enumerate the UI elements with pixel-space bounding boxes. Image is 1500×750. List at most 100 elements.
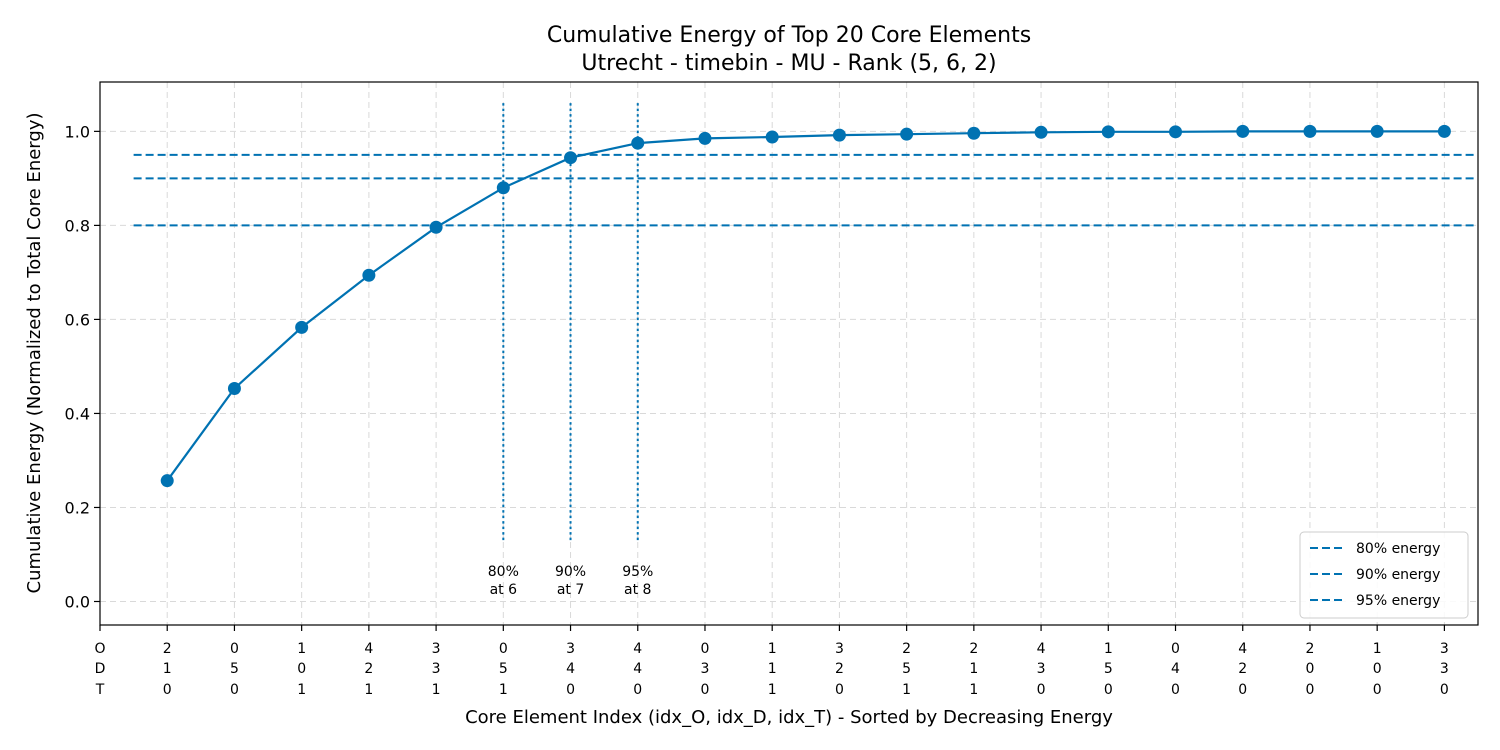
threshold-annotation-pct: 80% xyxy=(488,564,519,580)
data-point xyxy=(832,128,846,142)
threshold-markers: 80% at 6 90% at 7 95% at 8 xyxy=(488,103,653,598)
x-tick-label: 2 xyxy=(1238,661,1247,677)
x-tick-label: 2 xyxy=(902,641,911,657)
x-tick-label: 5 xyxy=(499,661,508,677)
x-tick-label: 1 xyxy=(163,661,172,677)
x-tick-label: 1 xyxy=(902,682,911,698)
x-tick-label: 0 xyxy=(1373,661,1382,677)
data-point xyxy=(1169,125,1183,139)
x-tick-label: 0 xyxy=(230,641,239,657)
data-point xyxy=(362,268,376,282)
x-axis-key-label: D xyxy=(95,661,106,677)
x-tick-label: 1 xyxy=(364,682,373,698)
data-point xyxy=(967,126,981,140)
x-tick-label: 0 xyxy=(1373,682,1382,698)
data-point xyxy=(1437,124,1451,138)
x-tick-label: 3 xyxy=(432,661,441,677)
y-tick-label: 0.8 xyxy=(65,216,90,235)
series-line xyxy=(166,130,1445,482)
x-tick-label: 1 xyxy=(499,682,508,698)
x-axis-label: Core Element Index (idx_O, idx_D, idx_T)… xyxy=(465,707,1113,728)
x-tick-label: 1 xyxy=(1104,641,1113,657)
x-tick-label: 0 xyxy=(1171,682,1180,698)
x-tick-label: 1 xyxy=(297,641,306,657)
x-tick-label: 2 xyxy=(364,661,373,677)
data-point xyxy=(631,136,645,150)
x-tick-label: 3 xyxy=(1440,661,1449,677)
legend: 80% energy 90% energy 95% energy xyxy=(1299,531,1469,619)
x-tick-label: 3 xyxy=(835,641,844,657)
data-point xyxy=(227,382,241,396)
threshold-annotation-pct: 90% xyxy=(555,564,586,580)
x-tick-label: 0 xyxy=(1440,682,1449,698)
y-axis: 0.0 0.2 0.4 0.6 0.8 1.0 xyxy=(65,122,100,611)
threshold-lines xyxy=(133,153,1478,227)
x-tick-label: 1 xyxy=(297,682,306,698)
x-tick-label: 0 xyxy=(230,682,239,698)
data-point xyxy=(496,181,510,195)
data-point xyxy=(1101,125,1115,139)
x-tick-label: 3 xyxy=(1037,661,1046,677)
data-point xyxy=(160,474,174,488)
legend-entry: 95% energy xyxy=(1356,593,1440,609)
x-tick-label: 4 xyxy=(633,641,642,657)
x-tick-label: 3 xyxy=(432,641,441,657)
data-point xyxy=(564,151,578,165)
y-tick-label: 1.0 xyxy=(65,122,90,141)
threshold-annotation-pct: 95% xyxy=(622,564,653,580)
data-point xyxy=(1370,124,1384,138)
x-tick-label: 1 xyxy=(1373,641,1382,657)
x-tick-label: 0 xyxy=(1305,682,1314,698)
x-tick-label: 1 xyxy=(768,661,777,677)
x-tick-label: 0 xyxy=(633,682,642,698)
data-point xyxy=(698,131,712,145)
x-tick-label: 0 xyxy=(1238,682,1247,698)
x-axis-key-label: O xyxy=(94,641,105,657)
x-tick-label: 0 xyxy=(1037,682,1046,698)
x-tick-label: 1 xyxy=(432,682,441,698)
y-tick-label: 0.6 xyxy=(65,310,90,329)
x-tick-label: 0 xyxy=(835,682,844,698)
chart-title: Cumulative Energy of Top 20 Core Element… xyxy=(547,23,1031,48)
x-tick-label: 3 xyxy=(1440,641,1449,657)
x-tick-label: 5 xyxy=(902,661,911,677)
x-tick-label: 0 xyxy=(1104,682,1113,698)
x-tick-label: 2 xyxy=(835,661,844,677)
threshold-annotation-index: at 6 xyxy=(490,582,518,598)
threshold-annotation-index: at 7 xyxy=(557,582,584,598)
data-point xyxy=(765,130,779,144)
x-tick-label: 5 xyxy=(1104,661,1113,677)
x-tick-label: 1 xyxy=(768,682,777,698)
x-tick-label: 0 xyxy=(1171,641,1180,657)
x-tick-label: 0 xyxy=(499,641,508,657)
x-tick-label: 0 xyxy=(701,641,710,657)
x-axis: ODT 2 1 0 0 5 0 1 0 1 4 2 1 3 3 1 0 5 1 3 4 0 4 4 0 0 3 0 1 1 1 3 2 0 2 5 1 2… xyxy=(94,625,1449,698)
x-tick-label: 5 xyxy=(230,661,239,677)
x-tick-label: 3 xyxy=(701,661,710,677)
y-tick-label: 0.4 xyxy=(65,404,90,423)
data-point xyxy=(900,127,914,141)
x-tick-label: 3 xyxy=(566,641,575,657)
x-tick-label: 4 xyxy=(1238,641,1247,657)
data-point xyxy=(429,220,443,234)
x-tick-label: 4 xyxy=(566,661,575,677)
data-point xyxy=(1236,124,1250,138)
x-tick-label: 0 xyxy=(163,682,172,698)
y-axis-label: Cumulative Energy (Normalized to Total C… xyxy=(24,113,45,594)
x-tick-label: 1 xyxy=(768,641,777,657)
x-tick-label: 1 xyxy=(969,661,978,677)
legend-entry: 90% energy xyxy=(1356,567,1440,583)
x-tick-label: 2 xyxy=(1305,641,1314,657)
x-tick-label: 0 xyxy=(1305,661,1314,677)
grid-lines xyxy=(99,82,1478,625)
x-tick-label: 0 xyxy=(566,682,575,698)
y-tick-label: 0.0 xyxy=(65,592,90,611)
chart-subtitle: Utrecht - timebin - MU - Rank (5, 6, 2) xyxy=(581,51,996,76)
x-tick-label: 4 xyxy=(633,661,642,677)
x-tick-label: 1 xyxy=(969,682,978,698)
threshold-annotation-index: at 8 xyxy=(624,582,651,598)
legend-entry: 80% energy xyxy=(1356,541,1440,557)
legend-box xyxy=(1299,531,1469,619)
